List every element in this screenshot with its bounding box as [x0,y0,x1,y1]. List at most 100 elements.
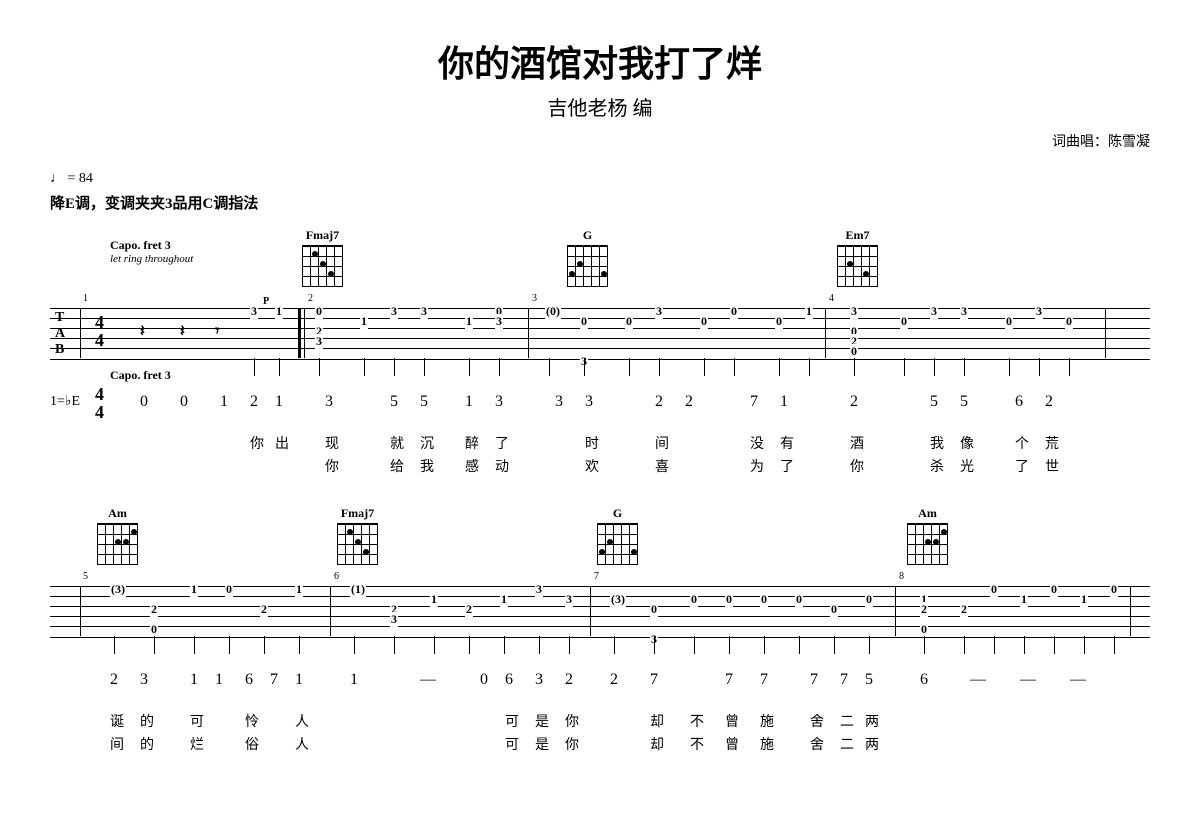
lyric-syllable: 了 [780,456,794,476]
note-stem [659,358,660,376]
lyric-syllable: 的 [140,734,154,754]
key-instruction: 降E调，变调夹夹3品用C调指法 [50,192,1150,213]
note-stem [934,358,935,376]
measure-num: 3 [532,293,537,304]
tab-fret-number: 3 [420,304,428,319]
tab-fret-number: 3 [390,612,398,627]
note-stem [114,636,115,654]
let-ring-label: let ring throughout [110,253,193,265]
lyric-syllable: 两 [865,711,879,731]
tab-fret-number: 0 [865,592,873,607]
note-stem [1114,636,1115,654]
jianpu-row-2: 23116711—063227777756——— [50,661,1150,706]
timesig-44: 4 4 [95,313,104,349]
chord-name-am: Am [905,506,950,521]
lyric-syllable: 沉 [420,433,434,453]
timesig-den: 4 [95,331,104,349]
note-stem [264,636,265,654]
note-stem [694,636,695,654]
jianpu-note: 7 [750,393,758,411]
note-stem [499,358,500,376]
measure-num: 2 [308,293,313,304]
system-2: Am Fmaj7 G Am 5 6 7 8 (3)201021(1)231213… [50,506,1150,754]
jianpu-note: 7 [810,671,818,689]
tab-fret-number: 1 [275,304,283,319]
tab-fret-number: 2 [260,602,268,617]
tab-fret-number: 0 [920,622,928,637]
lyric-syllable: 我 [420,456,434,476]
tab-fret-number: 0 [650,602,658,617]
tab-fret-number: 2 [465,602,473,617]
lyric-syllable: 却 [650,711,664,731]
jianpu-note: 1 [295,671,303,689]
note-stem [469,636,470,654]
lyric-syllable: 曾 [725,711,739,731]
lyric-syllable: 可 [505,711,519,731]
note-stem [569,636,570,654]
jianpu-note: 3 [495,393,503,411]
song-title: 你的酒馆对我打了烊 [50,35,1150,87]
tab-fret-number: 1 [295,582,303,597]
tab-fret-number: 1 [465,314,473,329]
jianpu-note: 6 [920,671,928,689]
jianpu-note: 1 [190,671,198,689]
lyric-syllable: 人 [295,734,309,754]
measure-num: 8 [899,571,904,582]
timesig-den: 4 [95,403,104,421]
lyric-syllable: 感 [465,456,479,476]
lyric-syllable: 为 [750,456,764,476]
rest-icon: 𝄽 [140,323,145,341]
jianpu-note: 3 [555,393,563,411]
tab-fret-number: 3 [495,314,503,329]
chord-grid [907,523,948,565]
lyric-syllable: 俗 [245,734,259,754]
lyric-syllable: 有 [780,433,794,453]
tab-fret-number: 1 [1020,592,1028,607]
lyric-syllable: 怜 [245,711,259,731]
jianpu-note: 7 [270,671,278,689]
lyric-syllable: 给 [390,456,404,476]
jianpu-note: 2 [1045,393,1053,411]
jianpu-note: — [1070,671,1086,689]
tab-fret-number: 3 [565,592,573,607]
tab-fret-number: 1 [190,582,198,597]
jianpu-note: 5 [930,393,938,411]
barline [1130,586,1131,636]
tab-fret-number: 1 [500,592,508,607]
note-stem [1024,636,1025,654]
capo-label: Capo. fret 3 [110,238,171,253]
lyric-syllable: 人 [295,711,309,731]
lyric-syllable: 动 [495,456,509,476]
tab-fret-number: 3 [535,582,543,597]
tab-staff-2: 5 6 7 8 (3)201021(1)2312133(3)0300000012… [50,576,1150,646]
chord-grid [567,245,608,287]
jianpu-note: 3 [325,393,333,411]
note-stem [434,636,435,654]
note-stem [279,358,280,376]
tab-fret-number: 0 [795,592,803,607]
jianpu-note: 5 [865,671,873,689]
note-stem [704,358,705,376]
lyric-syllable: 曾 [725,734,739,754]
lyric-syllable: 荒 [1045,433,1059,453]
lyric-syllable: 了 [495,433,509,453]
tab-fret-number: 0 [690,592,698,607]
system-1: Capo. fret 3 let ring throughout Fmaj7 G… [50,228,1150,476]
note-stem [1084,636,1085,654]
jianpu-note: 1 [275,393,283,411]
jianpu-note: 3 [535,671,543,689]
lyric-syllable: 光 [960,456,974,476]
chord-grid [597,523,638,565]
tempo-marking: ♩ = 84 [50,171,1150,187]
tab-fret-number: 2 [960,602,968,617]
jianpu-note: 1 [215,671,223,689]
jianpu-note: 2 [110,671,118,689]
jianpu-note: 5 [390,393,398,411]
note-stem [319,358,320,376]
lyric-syllable: 现 [325,433,339,453]
note-stem [504,636,505,654]
tab-fret-number: 3 [390,304,398,319]
note-stem [154,636,155,654]
jianpu-note: 0 [480,671,488,689]
jianpu-note: 2 [250,393,258,411]
